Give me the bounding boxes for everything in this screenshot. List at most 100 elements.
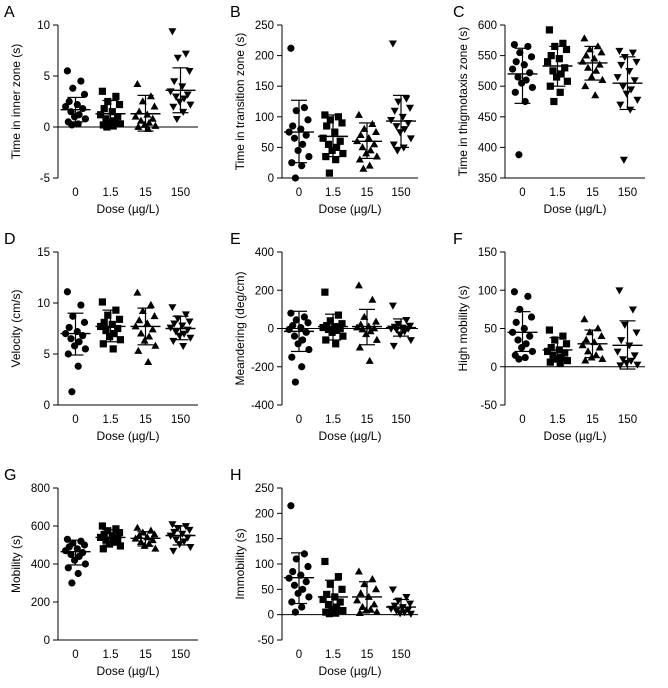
data-point [106, 333, 114, 341]
y-tick-label: 100 [478, 285, 497, 297]
panel-label: G [4, 467, 16, 484]
y-axis-label: Mobility (s) [9, 535, 23, 593]
data-point [553, 355, 561, 363]
data-point [632, 58, 641, 66]
data-point [389, 141, 398, 149]
data-point [116, 336, 124, 344]
data-point [617, 61, 626, 69]
x-tick-label: 0 [72, 187, 78, 199]
y-tick-label: 250 [255, 483, 274, 495]
data-point [287, 309, 295, 317]
y-tick-label: 200 [255, 51, 274, 63]
data-point [584, 63, 592, 71]
data-point [135, 531, 144, 539]
y-tick-label: 0 [44, 122, 50, 134]
group-0 [284, 309, 314, 386]
data-point [304, 319, 312, 327]
x-tick-label: 1.5 [325, 649, 341, 661]
data-point [515, 355, 523, 363]
x-tick-label: 1.5 [103, 414, 119, 426]
data-point [100, 105, 108, 113]
y-tick-label: 5 [44, 349, 50, 361]
data-point [183, 91, 192, 99]
data-point [332, 156, 340, 164]
x-axis-label: Dose (µg/L) [544, 202, 607, 216]
data-point [65, 97, 73, 106]
group-150 [612, 287, 643, 370]
data-point [520, 61, 528, 69]
data-point [362, 330, 371, 338]
data-point [514, 336, 522, 344]
data-point [170, 320, 179, 328]
data-point [288, 353, 296, 361]
data-point [292, 555, 300, 563]
group-15 [577, 34, 608, 99]
group-150 [386, 586, 416, 618]
data-point [359, 164, 368, 172]
data-point [332, 340, 340, 348]
y-tick-label: 15 [37, 247, 50, 259]
data-point [63, 67, 71, 75]
y-axis-label: High mobility (s) [456, 285, 470, 371]
data-point [150, 312, 159, 320]
panel-g: G 0 200 400 600 800 0 1.5 15 150 Dose (µg/L) Mobili… [4, 467, 198, 678]
data-point [582, 335, 591, 343]
data-point [356, 589, 365, 597]
data-point [115, 100, 124, 109]
data-point [148, 325, 157, 333]
data-point [630, 352, 639, 360]
data-point [598, 354, 607, 362]
group-1.5 [318, 288, 348, 348]
data-point [108, 532, 116, 540]
y-tick-label: 150 [255, 81, 274, 93]
x-tick-label: 0 [296, 649, 302, 661]
x-axis-label: Dose (µg/L) [97, 664, 160, 678]
y-tick-label: -50 [257, 635, 274, 647]
data-point [175, 98, 184, 106]
data-point [372, 127, 380, 135]
group-0 [284, 44, 314, 182]
data-point [358, 325, 367, 333]
data-point [619, 83, 627, 91]
y-tick-label: 0 [491, 362, 497, 374]
x-tick-label: 15 [361, 649, 374, 661]
data-point [80, 90, 89, 98]
data-point [98, 522, 106, 530]
data-point [319, 134, 327, 142]
data-point [334, 573, 342, 581]
data-point [615, 287, 624, 295]
data-point [524, 42, 532, 51]
group-150 [165, 304, 196, 351]
data-point [550, 97, 558, 106]
data-point [98, 298, 106, 306]
data-point [69, 84, 77, 92]
data-point [297, 323, 305, 332]
data-point [186, 544, 195, 552]
data-point [512, 318, 520, 326]
data-point [104, 527, 112, 535]
data-point [294, 589, 302, 597]
data-point [67, 335, 75, 343]
data-point [173, 315, 182, 323]
data-point [372, 152, 381, 160]
data-point [80, 318, 89, 326]
data-point [520, 324, 528, 333]
data-point [582, 51, 591, 59]
data-point [185, 318, 194, 326]
data-point [321, 111, 329, 119]
data-point [180, 330, 189, 338]
data-point [150, 530, 159, 538]
data-point [622, 90, 631, 98]
x-tick-label: 1.5 [325, 414, 341, 426]
data-point [622, 360, 631, 368]
data-point [140, 336, 149, 344]
group-1.5 [95, 522, 126, 553]
group-0 [60, 288, 91, 396]
x-tick-label: 150 [391, 414, 410, 426]
data-point [68, 579, 76, 587]
data-point [364, 134, 373, 142]
data-point [511, 88, 519, 96]
y-tick-label: 600 [31, 521, 50, 533]
data-point [302, 578, 310, 586]
y-tick-label: 200 [255, 285, 274, 297]
